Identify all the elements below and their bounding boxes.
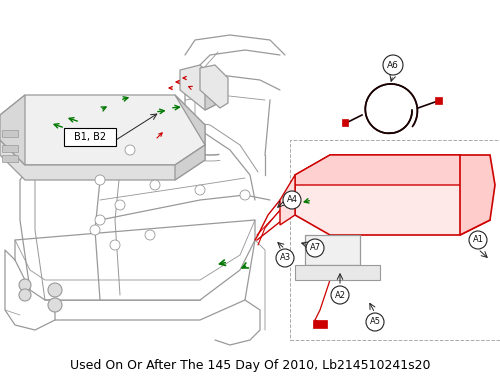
Circle shape <box>125 145 135 155</box>
Polygon shape <box>295 155 490 185</box>
Text: A3: A3 <box>280 253 290 263</box>
Text: A1: A1 <box>472 235 484 245</box>
Polygon shape <box>295 155 490 235</box>
Circle shape <box>19 289 31 301</box>
Polygon shape <box>205 80 215 110</box>
Text: A6: A6 <box>387 61 399 69</box>
Polygon shape <box>175 95 205 180</box>
Polygon shape <box>200 65 228 108</box>
Polygon shape <box>313 320 327 328</box>
Polygon shape <box>342 119 348 126</box>
Polygon shape <box>180 65 215 110</box>
Circle shape <box>110 240 120 250</box>
Circle shape <box>276 249 294 267</box>
Text: B1, B2: B1, B2 <box>74 132 106 142</box>
Text: Used On Or After The 145 Day Of 2010, Lb214510241s20: Used On Or After The 145 Day Of 2010, Lb… <box>70 359 430 371</box>
Polygon shape <box>0 95 25 165</box>
Text: A7: A7 <box>310 243 320 253</box>
Polygon shape <box>2 145 18 152</box>
Circle shape <box>90 225 100 235</box>
Text: A5: A5 <box>370 317 380 327</box>
Polygon shape <box>295 265 380 280</box>
Circle shape <box>306 239 324 257</box>
Circle shape <box>95 175 105 185</box>
Bar <box>290 140 500 340</box>
Text: A2: A2 <box>334 290 345 299</box>
Circle shape <box>383 55 403 75</box>
Circle shape <box>331 286 349 304</box>
Circle shape <box>283 191 301 209</box>
Polygon shape <box>2 155 18 162</box>
Circle shape <box>48 298 62 312</box>
Circle shape <box>150 180 160 190</box>
Circle shape <box>48 283 62 297</box>
Circle shape <box>366 313 384 331</box>
Polygon shape <box>305 235 360 265</box>
Circle shape <box>240 190 250 200</box>
Text: A4: A4 <box>286 195 298 205</box>
Circle shape <box>145 230 155 240</box>
Circle shape <box>115 200 125 210</box>
Circle shape <box>469 231 487 249</box>
Circle shape <box>19 279 31 291</box>
FancyBboxPatch shape <box>64 128 116 146</box>
Polygon shape <box>0 95 205 165</box>
Polygon shape <box>280 175 295 225</box>
Polygon shape <box>0 140 205 180</box>
Polygon shape <box>435 97 442 104</box>
Circle shape <box>95 215 105 225</box>
Circle shape <box>195 185 205 195</box>
Polygon shape <box>460 155 495 235</box>
Polygon shape <box>2 130 18 137</box>
